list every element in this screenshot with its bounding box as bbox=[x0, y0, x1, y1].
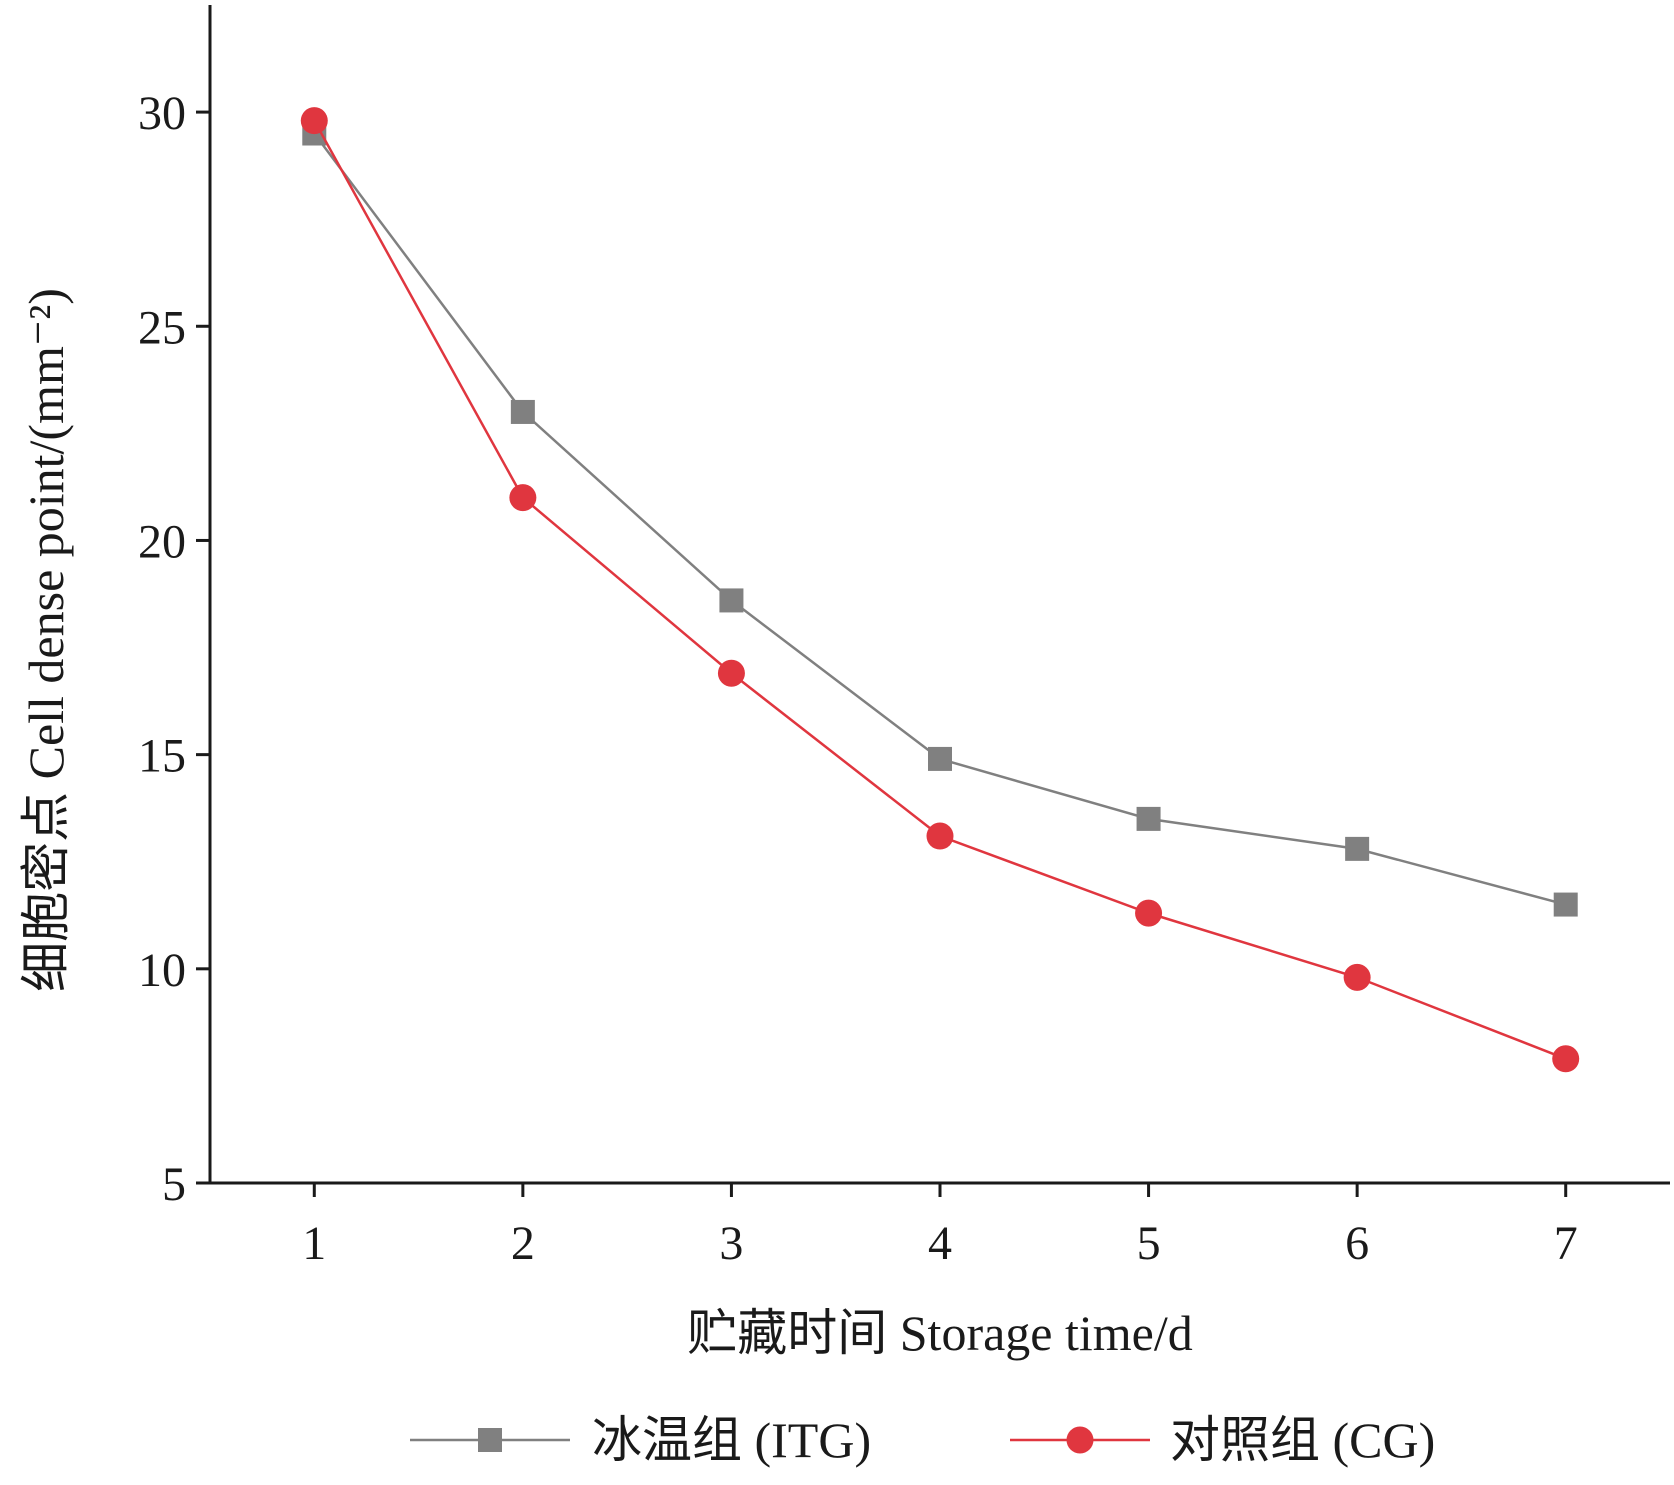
x-tick-label: 4 bbox=[928, 1217, 952, 1270]
data-point-square bbox=[1553, 892, 1578, 917]
data-point-square bbox=[1136, 806, 1161, 831]
series-line bbox=[313, 120, 1567, 1060]
data-point-square bbox=[719, 588, 744, 613]
data-point-circle bbox=[926, 822, 954, 850]
x-tick-label: 5 bbox=[1137, 1217, 1161, 1270]
data-point-square bbox=[928, 746, 952, 771]
legend-item: 对照组 (CG) bbox=[1010, 1412, 1435, 1468]
legend-marker-square bbox=[478, 1428, 502, 1452]
legend: 冰温组 (ITG) 对照组 (CG) bbox=[410, 1412, 1435, 1468]
data-point-circle bbox=[1552, 1045, 1580, 1073]
legend-label: 对照组 (CG) bbox=[1170, 1412, 1435, 1468]
y-tick-label: 20 bbox=[138, 515, 186, 568]
legend-label: 冰温组 (ITG) bbox=[592, 1412, 871, 1468]
x-axis-title: 贮藏时间 Storage time/d bbox=[687, 1305, 1193, 1361]
data-point-circle bbox=[1135, 899, 1163, 927]
series bbox=[300, 107, 1580, 1073]
series-itg bbox=[302, 121, 1578, 917]
data-point-square bbox=[510, 399, 535, 424]
y-axis-title: 细胞密点 Cell dense point/(mm⁻²) bbox=[18, 288, 74, 992]
axes bbox=[208, 5, 1670, 1185]
data-point-circle bbox=[717, 659, 745, 687]
series-cg bbox=[300, 107, 1580, 1073]
x-tick-label: 2 bbox=[511, 1217, 535, 1270]
legend-marker-circle bbox=[1066, 1426, 1094, 1454]
data-point-circle bbox=[300, 107, 328, 135]
legend-item: 冰温组 (ITG) bbox=[410, 1412, 871, 1468]
y-tick-label: 30 bbox=[138, 87, 186, 140]
data-point-circle bbox=[509, 484, 537, 512]
y-tick-label: 15 bbox=[138, 730, 186, 783]
x-tick-label: 6 bbox=[1345, 1217, 1369, 1270]
y-tick-label: 5 bbox=[162, 1158, 186, 1211]
x-tick-label: 1 bbox=[302, 1217, 326, 1270]
y-tick-label: 25 bbox=[138, 301, 186, 354]
ticks: 5 10 15 20 25 30 1 2 3 4 5 6 7 bbox=[138, 87, 1578, 1270]
x-tick-label: 7 bbox=[1554, 1217, 1578, 1270]
y-tick-label: 10 bbox=[138, 944, 186, 997]
data-point-square bbox=[1345, 836, 1370, 861]
x-tick-label: 3 bbox=[719, 1217, 743, 1270]
series-line bbox=[313, 132, 1567, 906]
data-point-circle bbox=[1343, 963, 1371, 991]
